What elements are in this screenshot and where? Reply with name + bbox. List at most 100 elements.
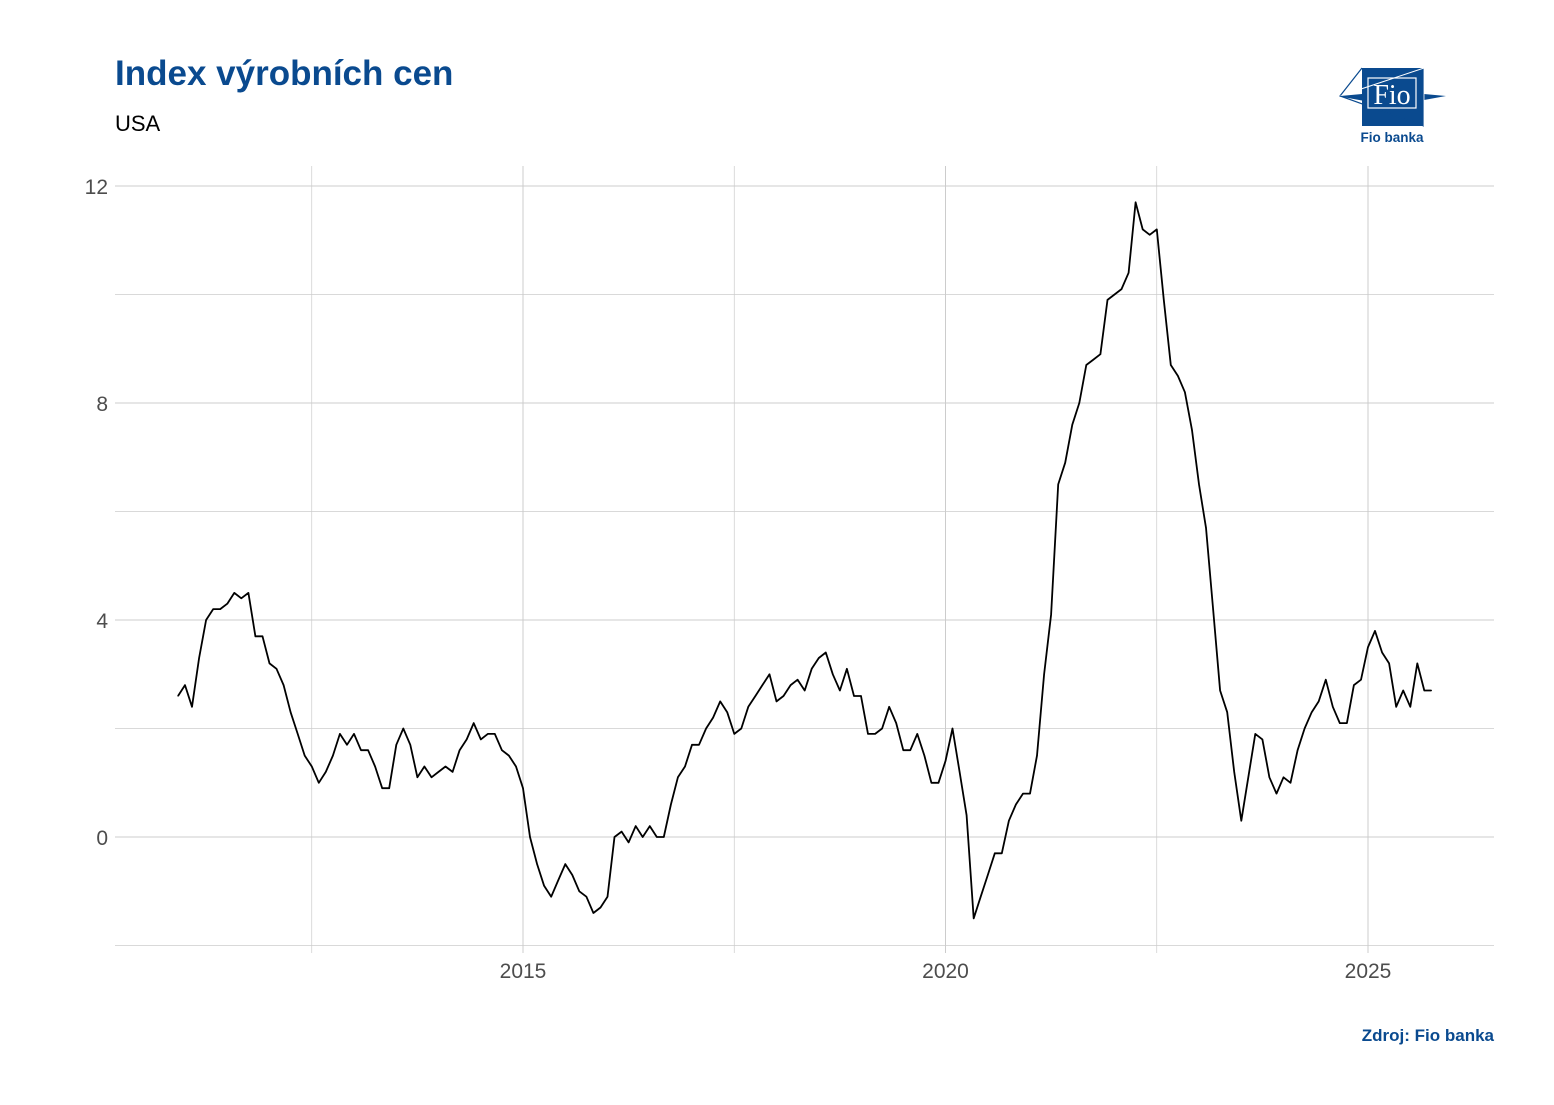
- data-point: [1423, 689, 1425, 692]
- data-point: [1311, 711, 1313, 713]
- data-point: [1388, 662, 1390, 665]
- data-point: [1106, 299, 1109, 301]
- fio-banka-logo: Fio Fio banka: [1336, 64, 1448, 151]
- data-point: [804, 689, 806, 692]
- data-point: [1149, 234, 1151, 236]
- data-point: [902, 749, 904, 751]
- data-point: [233, 592, 235, 594]
- data-point: [1430, 689, 1432, 692]
- data-point: [177, 695, 179, 697]
- data-point: [789, 684, 792, 686]
- grid: [115, 166, 1494, 953]
- data-point: [1353, 684, 1355, 686]
- logo-caption: Fio banka: [1360, 130, 1424, 145]
- data-point: [677, 776, 679, 778]
- x-tick-label: 2020: [922, 960, 969, 983]
- data-point: [261, 635, 264, 637]
- data-point: [1071, 424, 1073, 426]
- data-point: [226, 603, 228, 605]
- x-tick-label: 2025: [1345, 960, 1392, 983]
- data-point: [860, 695, 862, 697]
- data-point: [325, 771, 327, 773]
- data-point: [782, 695, 785, 697]
- data-point: [712, 717, 714, 719]
- data-point: [290, 711, 292, 713]
- data-point: [1198, 483, 1200, 485]
- data-point: [1289, 782, 1292, 784]
- data-point: [571, 874, 573, 876]
- data-point: [395, 744, 397, 746]
- data-point: [1360, 679, 1362, 681]
- data-point: [895, 722, 897, 724]
- data-point: [839, 689, 841, 692]
- data-point: [1374, 630, 1376, 632]
- data-point: [1001, 852, 1003, 854]
- data-point: [360, 749, 362, 751]
- data-point: [797, 679, 799, 681]
- data-point: [402, 727, 404, 730]
- data-point: [1261, 738, 1263, 740]
- data-point: [1022, 793, 1024, 795]
- data-point: [304, 755, 306, 757]
- chart-title: Index výrobních cen: [115, 54, 454, 93]
- series-line: [177, 201, 1432, 920]
- data-point: [437, 771, 440, 773]
- data-point: [916, 733, 918, 735]
- series: [177, 201, 1432, 920]
- data-point: [1304, 727, 1306, 730]
- data-point: [628, 841, 630, 844]
- data-point: [1120, 288, 1123, 290]
- data-point: [719, 700, 721, 702]
- data-point: [1050, 613, 1052, 616]
- data-point: [853, 695, 855, 697]
- data-point: [1247, 776, 1249, 778]
- data-point: [1142, 228, 1144, 230]
- x-axis: 2015 2020 2025: [500, 960, 1392, 983]
- data-point: [381, 787, 383, 789]
- data-point: [958, 771, 961, 773]
- data-point: [670, 803, 672, 806]
- data-point: [818, 657, 820, 659]
- data-point: [1226, 711, 1228, 713]
- data-point: [1332, 706, 1334, 708]
- data-point: [1191, 429, 1193, 431]
- data-point: [430, 776, 433, 778]
- data-point: [740, 727, 742, 730]
- data-point: [1156, 228, 1158, 230]
- data-point: [1092, 359, 1094, 361]
- data-point: [1409, 706, 1411, 708]
- data-point: [1339, 722, 1341, 724]
- data-point: [212, 608, 214, 610]
- data-point: [1043, 673, 1045, 675]
- data-point: [1085, 364, 1087, 366]
- data-point: [888, 706, 890, 708]
- data-point: [297, 733, 299, 735]
- data-point: [1127, 272, 1130, 274]
- data-point: [642, 836, 644, 838]
- data-point: [1381, 651, 1383, 654]
- y-tick-label: 8: [96, 393, 108, 416]
- data-point: [585, 896, 587, 898]
- data-point: [388, 787, 390, 789]
- data-point: [318, 782, 320, 784]
- data-point: [726, 711, 728, 713]
- data-point: [184, 684, 186, 686]
- data-point: [515, 765, 517, 768]
- data-point: [1233, 771, 1235, 773]
- data-point: [747, 706, 749, 708]
- data-point: [529, 836, 531, 838]
- data-point: [191, 706, 193, 708]
- data-point: [874, 733, 876, 735]
- data-point: [684, 765, 686, 768]
- data-point: [473, 722, 475, 724]
- chart-subtitle: USA: [115, 111, 161, 136]
- data-point: [466, 738, 468, 740]
- data-point: [1416, 662, 1418, 665]
- data-point: [1219, 689, 1221, 692]
- data-point: [409, 744, 411, 746]
- y-tick-label: 0: [96, 827, 108, 850]
- data-point: [649, 825, 651, 827]
- data-point: [1346, 722, 1348, 724]
- source-note: Zdroj: Fio banka: [1361, 1026, 1494, 1045]
